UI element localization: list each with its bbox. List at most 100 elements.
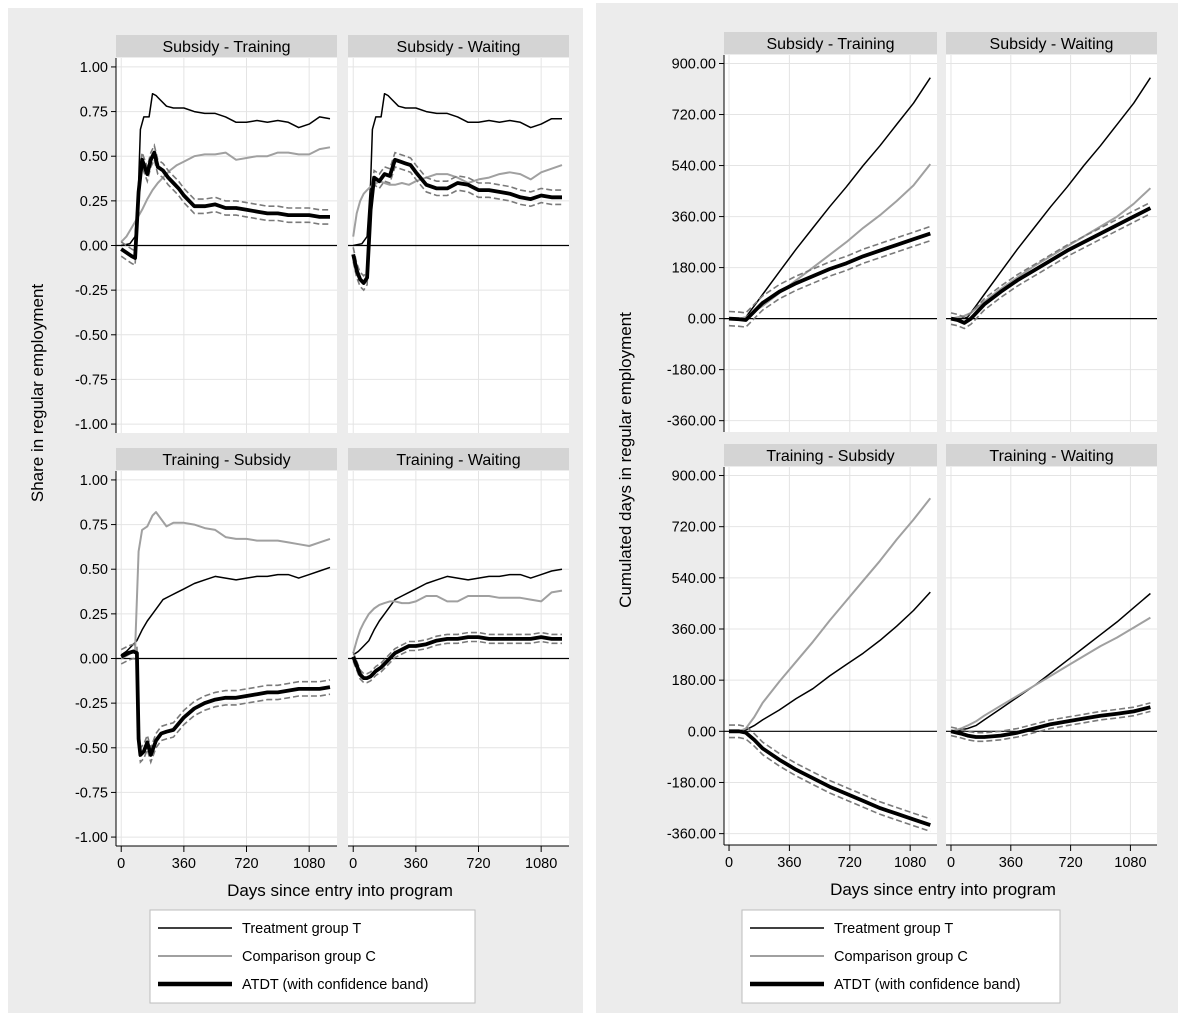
x-tick-label: 720: [1059, 855, 1083, 871]
series-line-comparison: [729, 497, 932, 733]
legend-label: Comparison group C: [834, 949, 968, 965]
legend-label: ATDT (with confidence band): [834, 977, 1020, 993]
x-tick-label: 720: [838, 855, 862, 871]
panel-8: Training - Waiting 0 360 720 1080: [946, 444, 1157, 871]
x-tick-label: 720: [466, 856, 490, 872]
series-line-atdt: [120, 150, 330, 260]
y-tick-label: 360.00: [672, 622, 716, 638]
series-line-atdt: [351, 157, 562, 285]
panel-title: Subsidy - Training: [766, 36, 894, 53]
y-tick-label: -180.00: [667, 363, 716, 379]
y-tick-label: -1.00: [75, 830, 108, 846]
y-tick-label: -180.00: [667, 775, 716, 791]
panel-strip: [116, 35, 337, 57]
series-line-treatment: [121, 92, 331, 247]
series-line-treatment: [729, 77, 931, 320]
y-tick-label: 0.00: [80, 239, 108, 255]
panel-strip: [946, 32, 1157, 54]
y-tick-label: 900.00: [672, 57, 716, 73]
y-tick-label: 720.00: [672, 108, 716, 124]
series-line-atdt: [950, 206, 1152, 325]
panel-title: Training - Subsidy: [766, 448, 894, 465]
left-legend: Treatment group T Comparison group C ATDT …: [149, 909, 476, 1004]
x-tick-label: 0: [349, 856, 357, 872]
y-tick-label: 180.00: [672, 673, 716, 689]
left-y-axis-label: Share in regular employment: [28, 284, 47, 503]
panels: Subsidy - Training 1.00 0.75 0.50 0.25 0.00 -0…: [75, 32, 1157, 872]
panel-title: Subsidy - Training: [162, 39, 290, 56]
plot-area: [946, 467, 1157, 845]
y-tick-label: -360.00: [667, 827, 716, 843]
confidence-band-lower: [729, 736, 931, 833]
y-tick-label: 0.00: [688, 724, 716, 740]
panel-7: Training - Subsidy 900.00 720.00 540.00 360.…: [667, 444, 937, 871]
confidence-band-lower: [950, 212, 1151, 330]
x-tick-label: 360: [172, 856, 196, 872]
panel-strip: [348, 35, 569, 57]
series-line-atdt: [351, 635, 562, 680]
panel-title: Subsidy - Waiting: [397, 39, 521, 56]
x-tick-label: 360: [404, 856, 428, 872]
x-tick-label: 720: [234, 856, 258, 872]
series-line-comparison: [950, 616, 1151, 733]
panel-2: Subsidy - Waiting: [348, 35, 569, 433]
y-tick-label: -0.75: [75, 372, 108, 388]
x-tick-label: 0: [947, 855, 955, 871]
x-tick-label: 1080: [1114, 855, 1146, 871]
y-tick-label: -0.50: [75, 328, 108, 344]
panel-3: Training - Subsidy 1.00 0.75 0.50 0.25 0.00 -0…: [75, 448, 337, 872]
panel-title: Subsidy - Waiting: [990, 36, 1114, 53]
y-tick-label: 0.00: [688, 312, 716, 328]
panel-strip: [116, 448, 337, 470]
y-tick-label: 0.75: [80, 518, 108, 534]
x-tick-label: 360: [999, 855, 1023, 871]
y-tick-label: 1.00: [80, 60, 108, 76]
y-tick-label: 1.00: [80, 473, 108, 489]
y-tick-label: 900.00: [672, 469, 716, 485]
panel-strip: [348, 448, 569, 470]
y-tick-label: 0.75: [80, 105, 108, 121]
right-x-axis-label: Days since entry into program: [830, 880, 1056, 899]
panel-title: Training - Waiting: [396, 452, 520, 469]
legends: Treatment group T Comparison group C ATDT …: [149, 909, 1061, 1004]
legend-label: ATDT (with confidence band): [242, 977, 428, 993]
series-line-treatment: [352, 568, 563, 656]
confidence-band-upper: [950, 201, 1151, 319]
series-line-atdt: [120, 649, 331, 757]
series-line-comparison: [120, 146, 331, 243]
right-y-axis-label: Cumulated days in regular employment: [616, 312, 635, 608]
panel-6: Subsidy - Waiting: [946, 32, 1157, 432]
y-tick-label: -0.75: [75, 785, 108, 801]
y-tick-label: -0.25: [75, 696, 108, 712]
legend-label: Treatment group T: [834, 921, 953, 937]
confidence-band-lower: [728, 239, 931, 328]
y-tick-label: -0.25: [75, 283, 108, 299]
y-tick-label: 0.25: [80, 607, 108, 623]
x-tick-label: 1080: [525, 856, 557, 872]
panel-strip: [724, 444, 937, 466]
panel-5: Subsidy - Training 900.00 720.00 540.00 360.…: [667, 32, 937, 432]
confidence-band-upper: [729, 724, 931, 820]
panel-1: Subsidy - Training 1.00 0.75 0.50 0.25 0.00 -0…: [75, 35, 337, 433]
x-tick-label: 1080: [293, 856, 325, 872]
panel-strip: [724, 32, 937, 54]
plot-area: [946, 55, 1157, 432]
y-tick-label: -1.00: [75, 417, 108, 433]
y-tick-label: 720.00: [672, 520, 716, 536]
panel-4: Training - Waiting 0 360 720 1080: [348, 448, 569, 872]
y-tick-label: 0.25: [80, 194, 108, 210]
y-tick-label: -0.50: [75, 741, 108, 757]
series-line-comparison: [352, 589, 563, 654]
y-tick-label: 360.00: [672, 210, 716, 226]
left-x-axis-label: Days since entry into program: [227, 881, 453, 900]
series-line-atdt: [728, 231, 931, 322]
confidence-band-lower: [950, 710, 1151, 743]
panel-title: Training - Subsidy: [162, 452, 290, 469]
panel-title: Training - Waiting: [989, 448, 1113, 465]
legend-label: Comparison group C: [242, 949, 376, 965]
y-tick-label: 0.00: [80, 652, 108, 668]
series-line-atdt: [950, 705, 1151, 739]
series-line-treatment: [120, 566, 331, 656]
confidence-band-upper: [950, 702, 1151, 734]
